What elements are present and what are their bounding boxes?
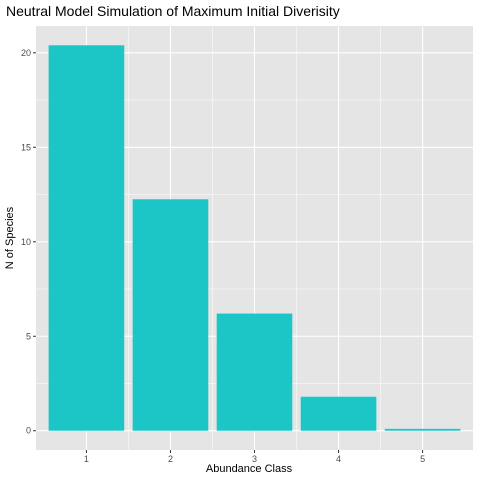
y-axis: 0 5 10 15 20 bbox=[21, 48, 36, 436]
y-tick-label: 5 bbox=[26, 331, 31, 341]
x-tick-label: 2 bbox=[168, 454, 173, 464]
x-axis-label: Abundance Class bbox=[206, 463, 293, 475]
y-tick-label: 10 bbox=[21, 237, 31, 247]
bar-3 bbox=[216, 313, 293, 431]
chart-title: Neutral Model Simulation of Maximum Init… bbox=[6, 3, 340, 19]
y-axis-label: N of Species bbox=[4, 206, 16, 269]
x-axis: 1 2 3 4 5 bbox=[84, 450, 425, 464]
bar-5 bbox=[384, 428, 461, 431]
x-tick-label: 3 bbox=[252, 454, 257, 464]
x-tick-label: 1 bbox=[84, 454, 89, 464]
x-tick-label: 4 bbox=[336, 454, 341, 464]
y-tick-label: 20 bbox=[21, 48, 31, 58]
bar-1 bbox=[48, 45, 125, 431]
bar-2 bbox=[132, 199, 209, 431]
x-tick-label: 5 bbox=[420, 454, 425, 464]
y-tick-label: 0 bbox=[26, 426, 31, 436]
bars bbox=[48, 45, 461, 431]
y-tick-label: 15 bbox=[21, 142, 31, 152]
bar-4 bbox=[300, 396, 377, 431]
